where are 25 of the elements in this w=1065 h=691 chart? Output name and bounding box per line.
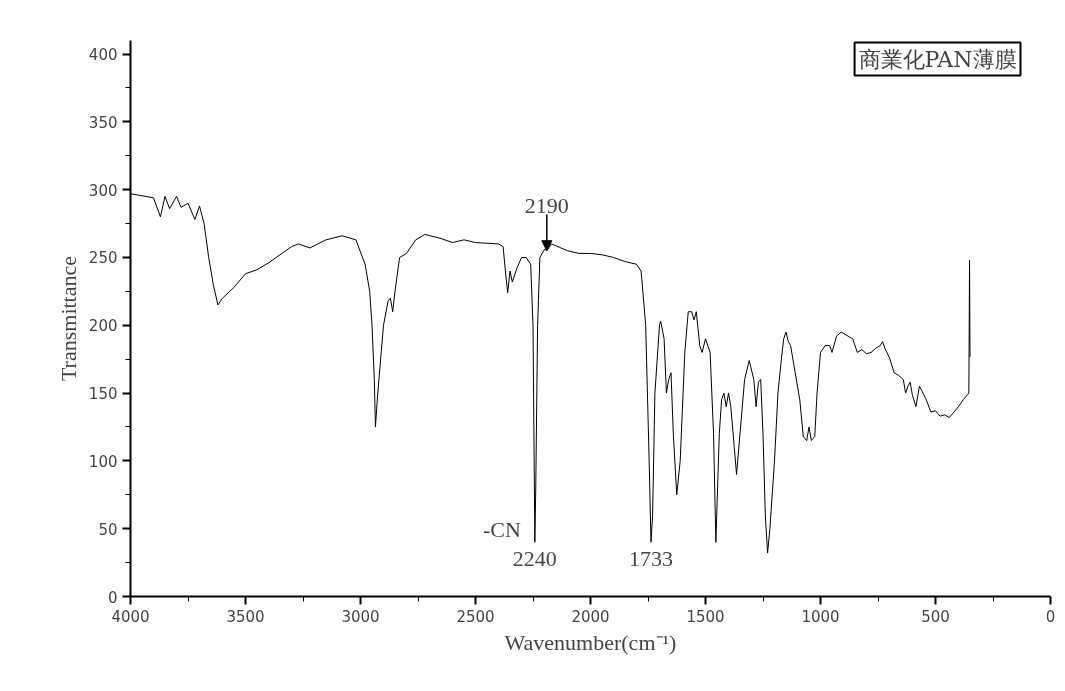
y-tick-label: 250 (88, 249, 118, 268)
y-axis-title: Transmittance (55, 255, 81, 382)
x-tick-label: 3500 (226, 607, 265, 626)
y-tick-label: 50 (98, 520, 118, 539)
x-tick-label: 2500 (456, 607, 495, 626)
y-tick-label: 350 (88, 113, 118, 132)
x-axis-title: Wavenumber(cm⁻¹) (504, 629, 677, 655)
x-tick-label: 2000 (571, 607, 610, 626)
chart-title: 商業化PAN薄膜 (858, 46, 1017, 72)
annotation: 2240 (512, 546, 557, 572)
x-tick-label: 1000 (801, 607, 840, 626)
x-tick-label: 3000 (341, 607, 380, 626)
annotation: 2190 (524, 192, 569, 218)
annotation: -CN (482, 517, 521, 543)
y-tick-label: 300 (88, 181, 118, 200)
x-tick-label: 4000 (111, 607, 150, 626)
y-tick-label: 150 (88, 385, 118, 404)
x-tick-label: 0 (1045, 607, 1056, 626)
y-tick-label: 100 (88, 452, 118, 471)
y-tick-label: 400 (88, 46, 118, 65)
x-tick-label: 1500 (686, 607, 725, 626)
x-tick-label: 500 (921, 607, 950, 626)
annotation: 1733 (628, 546, 673, 572)
y-tick-label: 0 (107, 588, 118, 607)
y-tick-label: 200 (88, 317, 118, 336)
